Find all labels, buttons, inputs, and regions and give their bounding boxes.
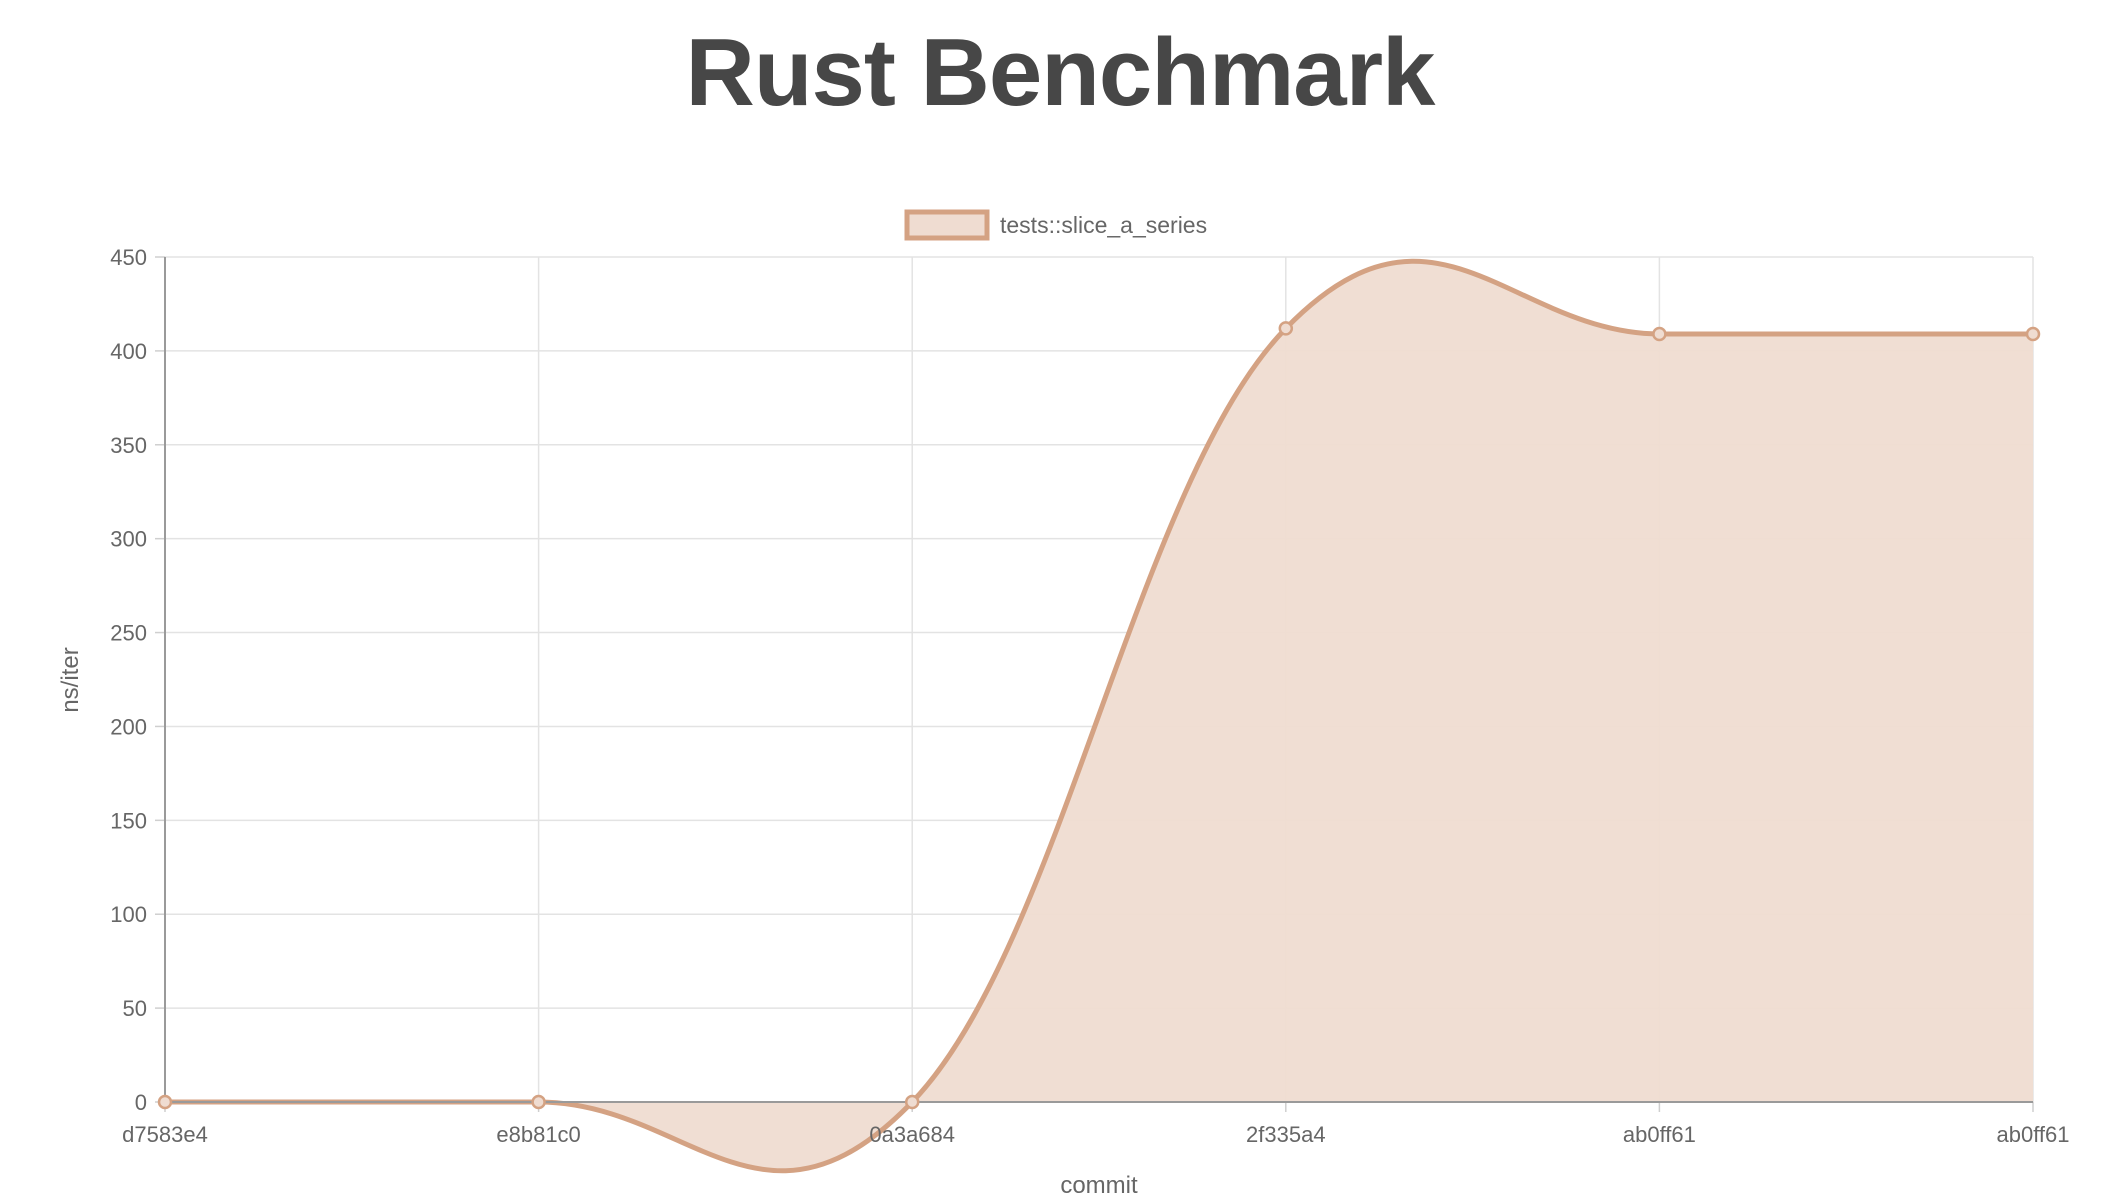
y-tick-label: 200: [110, 714, 147, 739]
y-tick-label: 50: [123, 996, 147, 1021]
x-tick-label: 2f335a4: [1246, 1122, 1326, 1147]
legend[interactable]: tests::slice_a_series: [904, 209, 1207, 241]
data-point[interactable]: [904, 1094, 920, 1110]
page-title: Rust Benchmark: [685, 19, 1436, 126]
series-area: [162, 258, 2036, 1174]
data-point[interactable]: [531, 1094, 546, 1110]
x-tick-label: d7583e4: [122, 1122, 208, 1147]
axes: [155, 256, 2034, 1112]
tick-labels: 0 50 100 150 200 250 300 350 400 450 d7583e4 e8b81c…: [110, 245, 2069, 1147]
y-tick-label: 100: [110, 902, 147, 927]
y-axis-title: ns/iter: [57, 647, 84, 712]
data-point[interactable]: [1652, 326, 1667, 342]
y-tick-label: 300: [110, 527, 147, 552]
x-tick-label: 0a3a684: [869, 1122, 955, 1147]
x-tick-label: e8b81c0: [496, 1122, 580, 1147]
y-tick-label: 400: [110, 339, 147, 364]
y-tick-label: 150: [110, 808, 147, 833]
data-point[interactable]: [1278, 321, 1294, 336]
y-tick-label: 250: [110, 621, 147, 646]
data-point[interactable]: [157, 1094, 173, 1110]
y-tick-label: 450: [110, 245, 147, 270]
data-point[interactable]: [2025, 326, 2041, 342]
x-tick-label: ab0ff61: [1996, 1122, 2069, 1147]
y-tick-label: 0: [135, 1090, 147, 1115]
x-tick-label: ab0ff61: [1623, 1122, 1696, 1147]
y-tick-label: 350: [110, 433, 147, 458]
series-points: [157, 321, 2041, 1110]
legend-label[interactable]: tests::slice_a_series: [1000, 212, 1207, 238]
x-axis-title: commit: [1060, 1172, 1138, 1199]
legend-swatch[interactable]: [904, 209, 990, 241]
